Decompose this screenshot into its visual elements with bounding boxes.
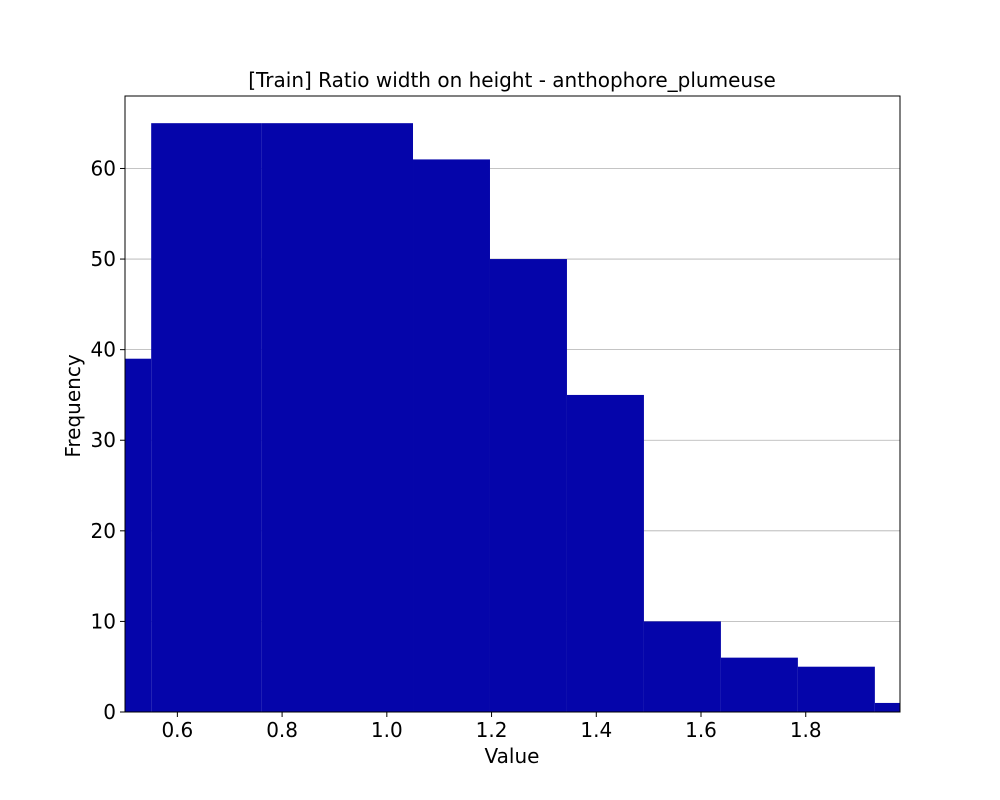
x-tick-label-3: 1.2 [476, 718, 508, 742]
histogram-bar-0 [125, 358, 152, 712]
plot-frame [124, 95, 901, 713]
x-tick-label-5: 1.6 [685, 718, 717, 742]
y-tick-label-1: 10 [91, 609, 116, 633]
x-axis-ticks: 0.6 0.8 1.0 1.2 1.4 1.6 1.8 [161, 712, 822, 742]
y-tick-label-3: 30 [91, 428, 116, 452]
histogram-bar-7 [720, 657, 798, 712]
histogram-bars [125, 123, 900, 712]
y-axis-label: Frequency [61, 354, 85, 457]
x-tick-label-6: 1.8 [790, 718, 822, 742]
histogram-bar-8 [797, 666, 875, 712]
chart-title: [Train] Ratio width on height - anthopho… [248, 68, 776, 92]
y-axis-ticks: 0 10 20 30 40 50 60 [91, 156, 125, 724]
histogram-bar-6 [643, 621, 721, 712]
histogram-bar-1 [151, 123, 262, 712]
x-tick-label-1: 0.8 [266, 718, 298, 742]
y-tick-label-0: 0 [103, 700, 116, 724]
histogram-bar-9 [874, 702, 900, 712]
x-tick-label-4: 1.4 [580, 718, 612, 742]
x-axis-label: Value [485, 744, 540, 768]
y-tick-label-4: 40 [91, 338, 116, 362]
x-tick-label-0: 0.6 [161, 718, 193, 742]
histogram-bar-5 [566, 394, 644, 712]
histogram-bar-2 [261, 123, 414, 712]
histogram-bar-3 [413, 159, 490, 712]
y-tick-label-5: 50 [91, 247, 116, 271]
y-tick-label-6: 60 [91, 156, 116, 180]
y-tick-label-2: 20 [91, 519, 116, 543]
x-tick-label-2: 1.0 [371, 718, 403, 742]
histogram-bar-4 [489, 259, 567, 712]
